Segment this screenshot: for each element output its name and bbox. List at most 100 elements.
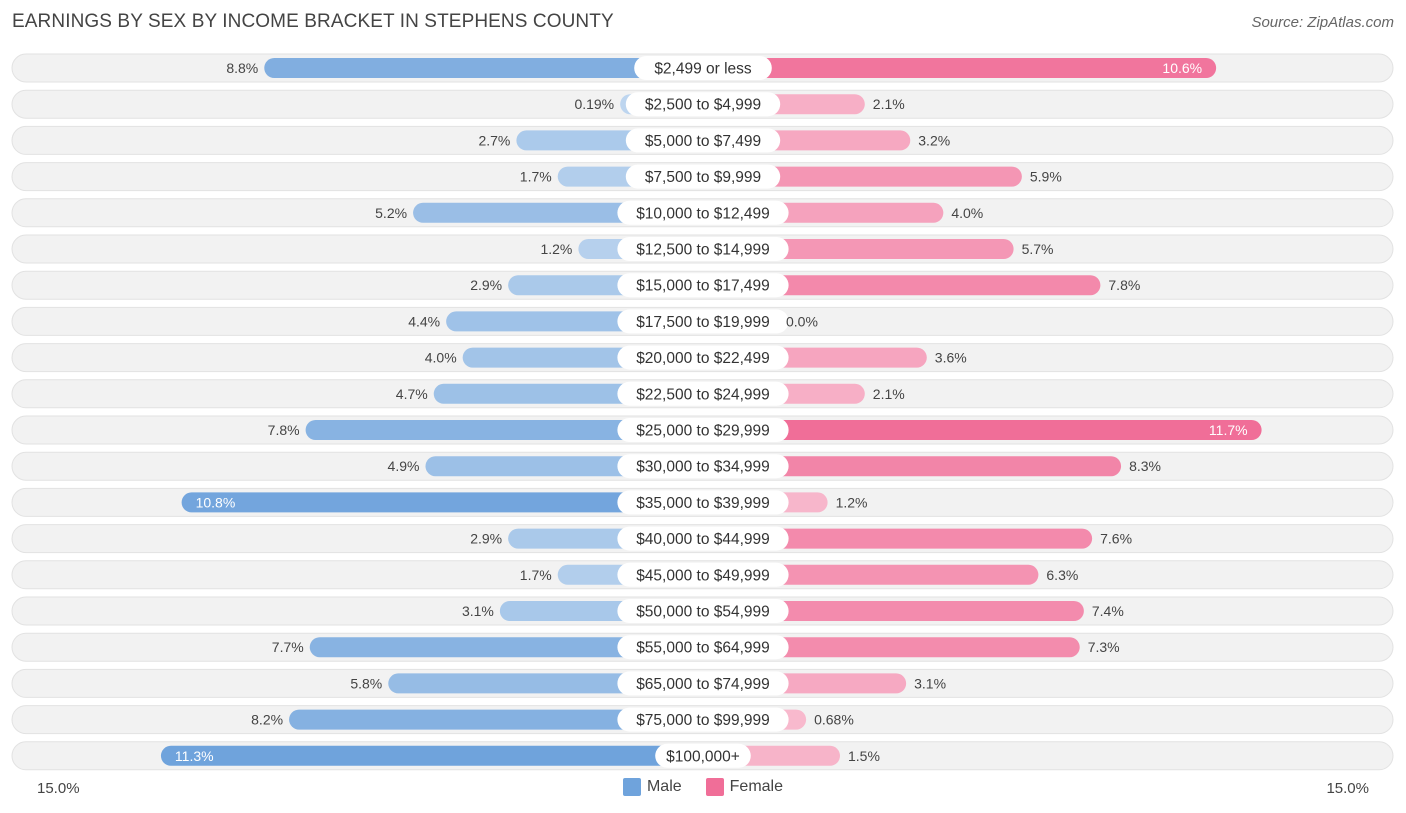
category-label-pill <box>617 418 789 442</box>
legend-male-label: Male <box>646 778 682 795</box>
male-value-label: 7.8% <box>268 422 300 438</box>
category-label-pill <box>617 200 789 225</box>
category-label-pill <box>625 92 781 117</box>
category-label-pill <box>617 345 789 370</box>
category-label: $45,000 to $49,999 <box>636 567 770 584</box>
female-value-label: 1.2% <box>836 494 868 510</box>
male-value-label: 7.7% <box>272 639 304 655</box>
category-label: $100,000+ <box>666 748 740 765</box>
category-label: $17,500 to $19,999 <box>636 314 770 331</box>
axis-right-label: 15.0% <box>1326 780 1369 797</box>
female-bar <box>703 420 1262 440</box>
female-value-label: 7.3% <box>1088 639 1120 655</box>
category-label: $35,000 to $39,999 <box>636 495 770 512</box>
category-label: $40,000 to $44,999 <box>636 531 770 548</box>
female-bar <box>703 166 1022 187</box>
female-value-label: 1.5% <box>848 748 880 764</box>
category-label: $22,500 to $24,999 <box>636 386 770 403</box>
female-swatch <box>705 778 724 796</box>
category-label: $10,000 to $12,499 <box>636 205 770 222</box>
male-swatch <box>622 778 641 796</box>
category-label: $55,000 to $64,999 <box>636 640 770 657</box>
category-label-pill <box>617 707 789 732</box>
female-value-label: 3.2% <box>918 132 950 148</box>
male-bar <box>305 420 703 440</box>
legend-female-label: Female <box>729 778 784 795</box>
female-value-label: 5.9% <box>1030 169 1062 185</box>
male-value-label: 4.7% <box>396 386 428 402</box>
female-value-label: 7.6% <box>1100 531 1132 547</box>
chart-title: EARNINGS BY SEX BY INCOME BRACKET IN STE… <box>12 11 614 32</box>
female-value-label: 0.0% <box>786 313 818 329</box>
category-label: $65,000 to $74,999 <box>636 676 770 693</box>
category-label: $25,000 to $29,999 <box>636 423 770 440</box>
female-bar <box>703 637 1080 658</box>
female-value-label: 8.3% <box>1129 458 1161 474</box>
category-label-pill <box>617 381 789 406</box>
female-value-label: 0.68% <box>814 712 854 728</box>
male-value-label: 3.1% <box>462 603 494 619</box>
male-bar <box>181 492 704 513</box>
category-label-pill <box>617 526 789 551</box>
female-bar <box>703 456 1122 477</box>
category-label: $7,500 to $9,999 <box>645 169 761 186</box>
category-label-pill <box>655 743 751 768</box>
male-value-label: 8.8% <box>226 60 258 76</box>
female-value-label: 3.6% <box>935 350 967 366</box>
category-label-pill <box>617 454 789 479</box>
category-label-pill <box>625 164 781 189</box>
male-value-label: 1.2% <box>540 241 572 257</box>
category-label-pill <box>617 273 789 298</box>
male-value-label: 1.7% <box>520 169 552 185</box>
male-bar <box>309 637 703 658</box>
male-value-label: 1.7% <box>520 567 552 583</box>
female-value-label: 2.1% <box>873 96 905 112</box>
category-label: $20,000 to $22,499 <box>636 350 770 367</box>
legend-item-male[interactable]: Male <box>622 778 682 796</box>
male-bar <box>264 58 703 78</box>
category-label-pill <box>617 671 789 696</box>
male-value-label: 10.8% <box>196 494 236 510</box>
female-bar <box>703 601 1084 621</box>
male-value-label: 5.8% <box>350 675 382 691</box>
male-bar <box>160 745 703 766</box>
male-value-label: 8.2% <box>251 712 283 728</box>
category-label: $2,500 to $4,999 <box>645 97 761 114</box>
category-label-pill <box>634 56 772 80</box>
category-label: $75,000 to $99,999 <box>636 712 770 729</box>
female-bar <box>703 528 1093 549</box>
female-bar <box>703 58 1217 78</box>
category-label: $30,000 to $34,999 <box>636 459 770 476</box>
female-value-label: 6.3% <box>1046 567 1078 583</box>
category-label: $12,500 to $14,999 <box>636 242 770 259</box>
male-value-label: 2.9% <box>470 531 502 547</box>
category-label-pill <box>617 635 789 660</box>
female-value-label: 10.6% <box>1162 60 1202 76</box>
male-value-label: 4.4% <box>408 313 440 329</box>
bar-chart: $2,499 or less 8.8% 10.6% $2,500 to $4,999 0… <box>11 53 1394 771</box>
category-label: $15,000 to $17,499 <box>636 278 770 295</box>
male-value-label: 2.9% <box>470 277 502 293</box>
category-label-pill <box>617 237 789 261</box>
category-label: $2,499 or less <box>654 61 752 78</box>
category-label: $5,000 to $7,499 <box>645 133 761 150</box>
legend: Male Female <box>0 778 1406 796</box>
category-label-pill <box>617 599 789 623</box>
male-value-label: 0.19% <box>574 96 614 112</box>
male-value-label: 4.0% <box>425 350 457 366</box>
male-value-label: 11.3% <box>175 748 214 764</box>
category-label-pill <box>617 562 789 587</box>
category-label: $50,000 to $54,999 <box>636 604 770 621</box>
category-label-pill <box>625 128 781 153</box>
female-value-label: 7.4% <box>1092 603 1124 619</box>
male-value-label: 5.2% <box>375 205 407 221</box>
female-value-label: 3.1% <box>914 675 946 691</box>
legend-item-female[interactable]: Female <box>705 778 784 796</box>
male-bar <box>289 709 703 730</box>
category-label-pill <box>617 490 789 515</box>
male-value-label: 2.7% <box>478 132 510 148</box>
female-value-label: 4.0% <box>951 205 983 221</box>
female-value-label: 11.7% <box>1209 422 1248 438</box>
source-label: Source: ZipAtlas.com <box>1251 14 1394 31</box>
category-label-pill <box>617 309 789 334</box>
